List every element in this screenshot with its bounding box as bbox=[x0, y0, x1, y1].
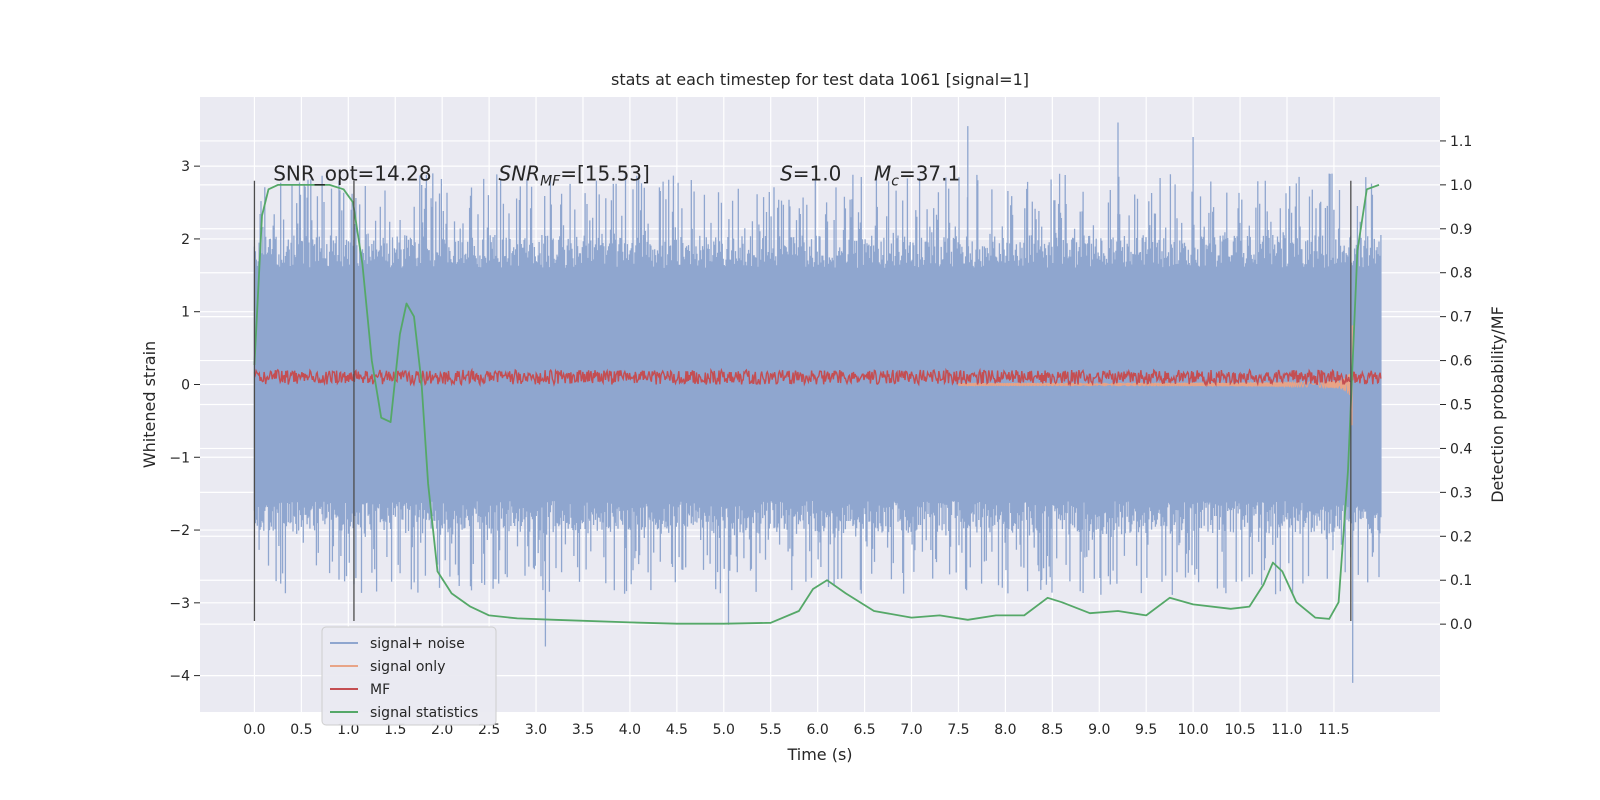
x-tick-label: 3.5 bbox=[572, 722, 594, 738]
x-tick-label: 7.5 bbox=[947, 722, 969, 738]
y2-tick-label: 1.0 bbox=[1450, 178, 1472, 194]
y-tick-label: −2 bbox=[169, 523, 190, 539]
x-tick-label: 2.0 bbox=[431, 722, 453, 738]
y-axis-label: Whitened strain bbox=[140, 341, 159, 468]
annotation-subscript: c bbox=[891, 174, 899, 190]
y2-tick-label: 0.7 bbox=[1450, 310, 1472, 326]
x-tick-label: 8.0 bbox=[994, 722, 1016, 738]
x-tick-label: 10.0 bbox=[1178, 722, 1209, 738]
series-layer bbox=[253, 122, 1382, 683]
legend-label: signal statistics bbox=[370, 705, 478, 721]
y2-tick-label: 0.1 bbox=[1450, 573, 1472, 589]
series-signal-statistics bbox=[253, 183, 1380, 625]
x-axis-label: Time (s) bbox=[786, 745, 852, 764]
annotation-subscript: MF bbox=[540, 174, 561, 190]
x-tick-label: 5.0 bbox=[713, 722, 735, 738]
y2-axis-ticks: 0.0 0.1 0.2 0.3 0.4 0.5 0.6 0.7 0.8 0.9 1.0 1.1 bbox=[1440, 134, 1472, 633]
annotation-value: =1.0 bbox=[793, 162, 842, 186]
x-tick-label: 1.0 bbox=[337, 722, 359, 738]
y-tick-label: 0 bbox=[181, 377, 190, 393]
series-mf bbox=[253, 367, 1382, 388]
legend-label: signal only bbox=[370, 659, 445, 675]
y2-tick-label: 0.5 bbox=[1450, 398, 1472, 414]
y2-tick-label: 0.3 bbox=[1450, 485, 1472, 501]
annotation-main: M bbox=[874, 162, 891, 186]
annotation-main: SNR bbox=[499, 162, 541, 186]
y-tick-label: −1 bbox=[169, 450, 190, 466]
y-tick-label: 1 bbox=[181, 305, 190, 321]
x-tick-label: 11.0 bbox=[1271, 722, 1302, 738]
x-tick-label: 2.5 bbox=[478, 722, 500, 738]
legend: signal+ noise signal only MF signal statist… bbox=[321, 626, 497, 726]
x-tick-label: 9.5 bbox=[1135, 722, 1157, 738]
y2-axis-label: Detection probability/MF bbox=[1488, 306, 1507, 503]
y2-tick-label: 0.8 bbox=[1450, 266, 1472, 282]
y-tick-label: −3 bbox=[169, 596, 190, 612]
x-axis-ticks: 0.0 0.5 1.0 1.5 2.0 2.5 3.0 3.5 4.0 4.5 5.0 5.5 6.0 6… bbox=[243, 722, 1349, 738]
annotation-text: S=1.0 bbox=[780, 162, 841, 186]
x-tick-label: 9.0 bbox=[1088, 722, 1110, 738]
x-tick-label: 4.0 bbox=[619, 722, 641, 738]
legend-label: MF bbox=[370, 682, 390, 698]
x-tick-label: 3.0 bbox=[525, 722, 547, 738]
chart-title: stats at each timestep for test data 106… bbox=[611, 70, 1029, 89]
y2-tick-label: 0.4 bbox=[1450, 441, 1472, 457]
x-tick-label: 1.5 bbox=[384, 722, 406, 738]
x-tick-label: 0.5 bbox=[290, 722, 312, 738]
x-tick-label: 4.5 bbox=[666, 722, 688, 738]
x-tick-label: 5.5 bbox=[760, 722, 782, 738]
annotation-text: SNRMF=[15.53] bbox=[499, 162, 650, 190]
x-tick-label: 10.5 bbox=[1224, 722, 1255, 738]
y2-tick-label: 0.0 bbox=[1450, 617, 1472, 633]
x-tick-label: 6.5 bbox=[853, 722, 875, 738]
vline-layer bbox=[253, 180, 1352, 622]
annotation-main: S bbox=[780, 162, 793, 186]
annotations: SNR_opt=14.28 SNRMF=[15.53] S=1.0 Mc=37.1 bbox=[273, 162, 960, 190]
legend-box bbox=[321, 626, 497, 726]
series-signal-only bbox=[957, 325, 1355, 426]
legend-label: signal+ noise bbox=[370, 636, 465, 652]
x-tick-label: 8.5 bbox=[1041, 722, 1063, 738]
y2-tick-label: 0.9 bbox=[1450, 222, 1472, 238]
y2-tick-label: 0.6 bbox=[1450, 354, 1472, 370]
annotation-text: Mc=37.1 bbox=[874, 162, 960, 190]
annotation-value: =[15.53] bbox=[560, 162, 650, 186]
y2-tick-label: 1.1 bbox=[1450, 134, 1472, 150]
y-axis-ticks: −4 −3 −2 −1 0 1 2 3 bbox=[169, 159, 200, 685]
x-tick-label: 11.5 bbox=[1318, 722, 1349, 738]
x-tick-label: 0.0 bbox=[243, 722, 265, 738]
y2-tick-label: 0.2 bbox=[1450, 529, 1472, 545]
x-tick-label: 7.0 bbox=[900, 722, 922, 738]
y-tick-label: 3 bbox=[181, 159, 190, 175]
y-tick-label: 2 bbox=[181, 232, 190, 248]
annotation-text: SNR_opt=14.28 bbox=[273, 162, 431, 186]
y-tick-label: −4 bbox=[169, 669, 190, 685]
x-tick-label: 6.0 bbox=[807, 722, 829, 738]
annotation-value: =37.1 bbox=[899, 162, 960, 186]
